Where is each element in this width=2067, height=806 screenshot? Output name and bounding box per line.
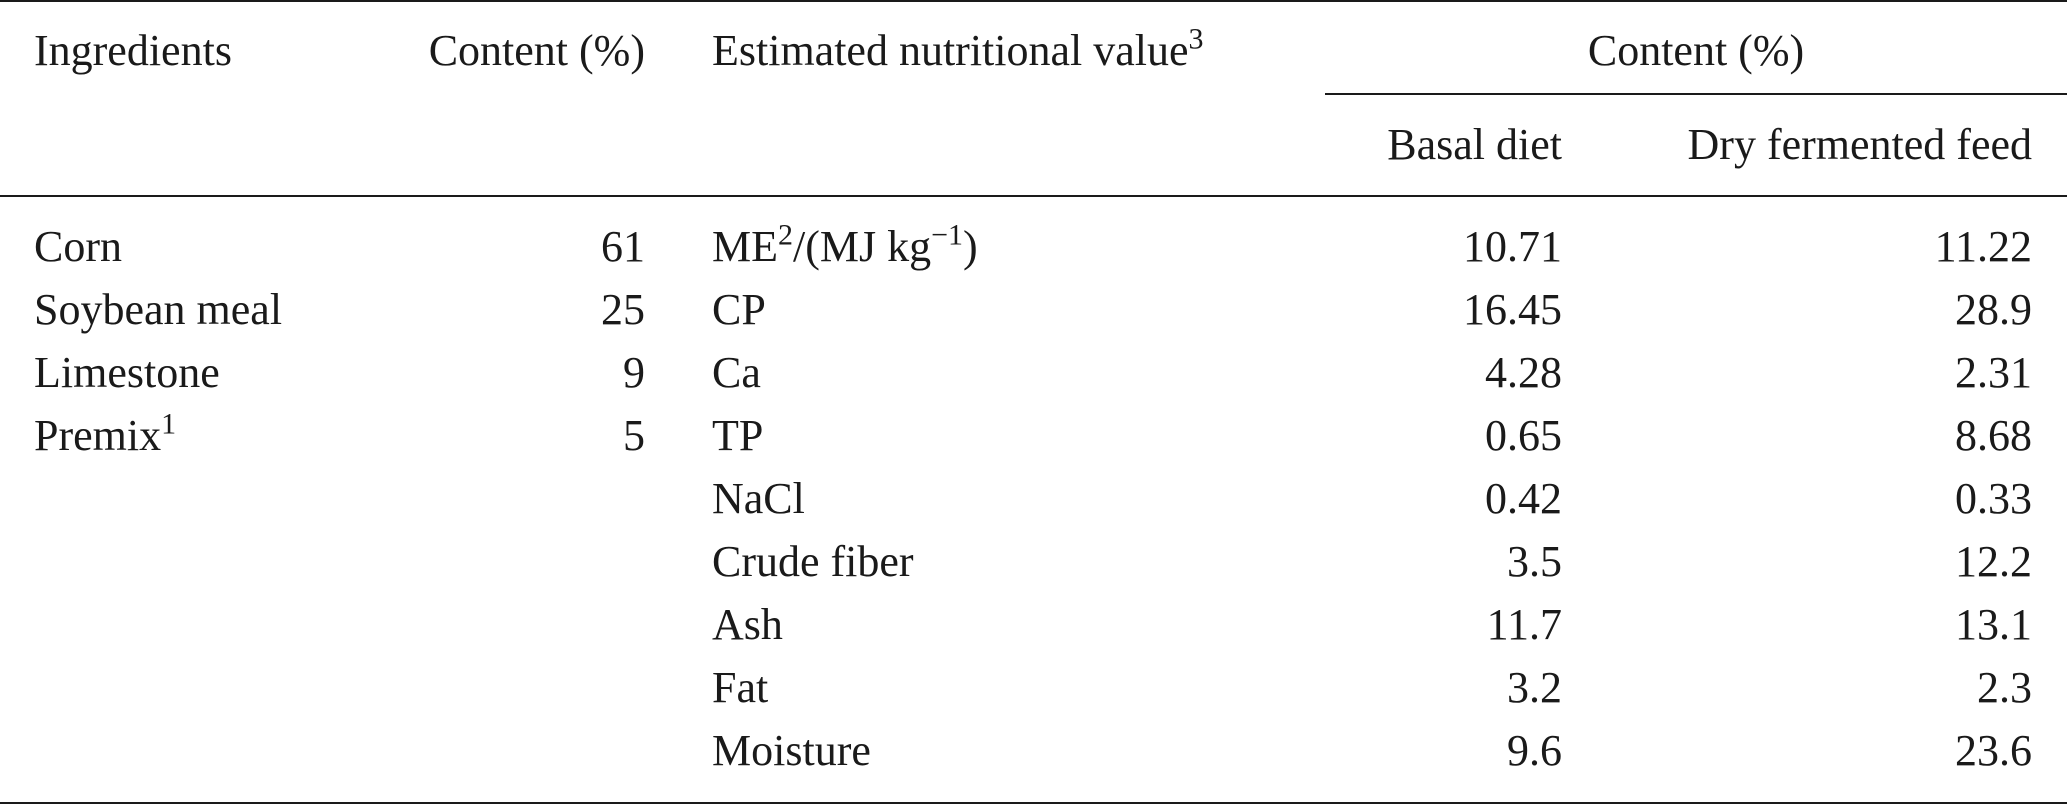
ingredient-name: Soybean meal xyxy=(34,285,282,335)
nutrient-name-name-pre: NaCl xyxy=(712,474,805,523)
nutrient-name-sup1: 2 xyxy=(778,218,793,252)
nutrient-name: NaCl xyxy=(712,474,805,524)
header-nutritional-value: Estimated nutritional value3 xyxy=(712,22,1204,76)
header-dry-fermented-feed: Dry fermented feed xyxy=(1687,120,2032,169)
header-nutritional-value-sup: 3 xyxy=(1188,22,1204,56)
basal-diet-value: 3.2 xyxy=(1507,663,1562,712)
dry-fermented-feed-value: 0.33 xyxy=(1955,474,2032,523)
ingredient-name-text: Soybean meal xyxy=(34,285,283,334)
header-nutritional-value-text: Estimated nutritional value xyxy=(712,26,1189,75)
nutrient-name: TP xyxy=(712,411,763,461)
ingredient-content: 61 xyxy=(601,222,645,271)
nutrient-name-name-pre: CP xyxy=(712,285,766,334)
basal-diet-value: 10.71 xyxy=(1463,222,1562,271)
nutrient-name: Ca xyxy=(712,348,761,398)
nutrient-name-name-pre: ME xyxy=(712,222,778,271)
ingredient-content: 9 xyxy=(623,348,645,397)
ingredient-footnote-sup: 1 xyxy=(161,407,177,441)
header-content-right: Content (%) xyxy=(1587,26,1805,75)
dry-fermented-feed-value: 2.3 xyxy=(1977,663,2032,712)
header-rule xyxy=(0,195,2067,197)
basal-diet-value: 3.5 xyxy=(1507,537,1562,586)
nutrient-name: CP xyxy=(712,285,766,335)
nutrient-name-name-pre: Ash xyxy=(712,600,783,649)
bottom-rule xyxy=(0,802,2067,804)
dry-fermented-feed-value: 11.22 xyxy=(1934,222,2032,271)
dry-fermented-feed-value: 23.6 xyxy=(1955,726,2032,775)
basal-diet-value: 0.65 xyxy=(1485,411,1562,460)
header-basal-diet: Basal diet xyxy=(1387,120,1562,169)
content-subheader-rule xyxy=(1325,93,2067,95)
ingredient-content: 25 xyxy=(601,285,645,334)
ingredient-name-text: Limestone xyxy=(34,348,220,397)
nutrient-name-name-pre: Fat xyxy=(712,663,769,712)
nutrient-name: ME2/(MJ kg−1) xyxy=(712,218,978,272)
dry-fermented-feed-value: 8.68 xyxy=(1955,411,2032,460)
ingredient-name: Premix1 xyxy=(34,407,177,461)
ingredient-name: Limestone xyxy=(34,348,220,398)
basal-diet-value: 11.7 xyxy=(1486,600,1562,649)
basal-diet-value: 16.45 xyxy=(1463,285,1562,334)
dry-fermented-feed-value: 28.9 xyxy=(1955,285,2032,334)
dry-fermented-feed-value: 12.2 xyxy=(1955,537,2032,586)
basal-diet-value: 4.28 xyxy=(1485,348,1562,397)
top-rule xyxy=(0,0,2067,2)
header-content-left: Content (%) xyxy=(428,26,645,75)
nutrient-name-name-pre: Moisture xyxy=(712,726,871,775)
header-ingredients: Ingredients xyxy=(34,26,232,75)
basal-diet-value: 0.42 xyxy=(1485,474,1562,523)
ingredient-content: 5 xyxy=(623,411,645,460)
ingredient-name-text: Premix xyxy=(34,411,162,460)
ingredient-name: Corn xyxy=(34,222,122,272)
nutrient-name-name-post: ) xyxy=(963,222,978,271)
nutrient-name-name-pre: TP xyxy=(712,411,764,460)
nutrient-name-name-pre: Ca xyxy=(712,348,761,397)
nutrient-name: Crude fiber xyxy=(712,537,914,587)
nutrient-name: Fat xyxy=(712,663,768,713)
nutrient-name-name-pre: Crude fiber xyxy=(712,537,914,586)
dry-fermented-feed-value: 13.1 xyxy=(1955,600,2032,649)
basal-diet-value: 9.6 xyxy=(1507,726,1562,775)
dry-fermented-feed-value: 2.31 xyxy=(1955,348,2032,397)
nutrient-name-name-mid: /(MJ kg xyxy=(793,222,932,271)
nutrient-name-sup2: −1 xyxy=(931,218,964,252)
nutrient-name: Ash xyxy=(712,600,783,650)
nutrient-name: Moisture xyxy=(712,726,871,776)
ingredient-name-text: Corn xyxy=(34,222,122,271)
